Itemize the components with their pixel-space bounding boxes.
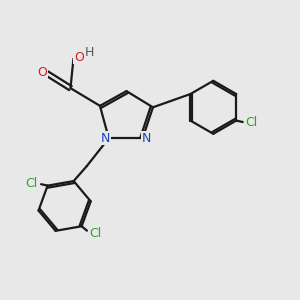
Text: N: N (100, 132, 110, 145)
Text: N: N (142, 132, 151, 145)
Text: Cl: Cl (25, 177, 38, 190)
Text: Cl: Cl (90, 227, 102, 240)
Text: H: H (85, 46, 94, 59)
Text: O: O (38, 66, 47, 80)
Text: O: O (74, 51, 84, 64)
Text: Cl: Cl (245, 116, 258, 128)
